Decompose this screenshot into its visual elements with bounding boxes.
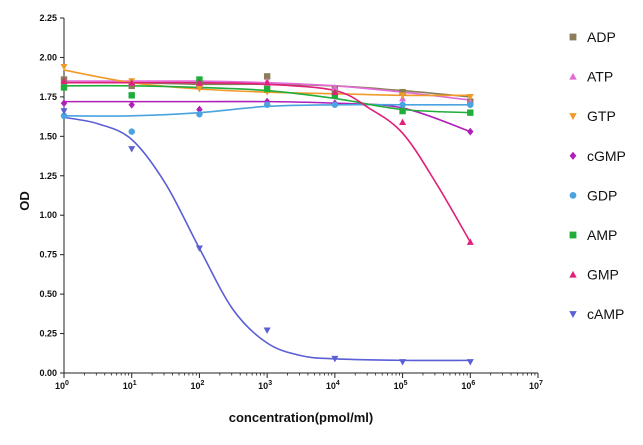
y-tick-label: 1.25 xyxy=(39,171,57,181)
legend-label-gdp: GDP xyxy=(587,187,617,203)
data-points-layer xyxy=(60,64,474,366)
data-point-adp xyxy=(128,82,135,90)
data-point-atp xyxy=(331,83,339,91)
y-tick-label: 0.75 xyxy=(39,250,57,260)
data-point-cgmp xyxy=(467,127,474,136)
x-tick-label: 104 xyxy=(326,380,340,391)
legend-label-adp: ADP xyxy=(587,29,616,45)
fit-curves-layer xyxy=(63,69,471,362)
data-point-amp xyxy=(467,109,474,116)
x-tick-label: 106 xyxy=(461,380,475,391)
data-point-gtp xyxy=(60,64,68,71)
x-tick-label: 103 xyxy=(258,380,272,391)
x-tick-label: 100 xyxy=(55,380,69,391)
y-tick-label: 1.50 xyxy=(39,131,57,141)
data-point-gdp xyxy=(60,112,68,120)
data-point-gmp xyxy=(263,79,271,86)
legend-marker-camp xyxy=(569,311,577,318)
data-point-camp xyxy=(466,359,474,366)
x-tick-label: 102 xyxy=(190,380,204,391)
x-axis-title: concentration(pmol/ml) xyxy=(229,410,373,425)
y-tick-label: 0.50 xyxy=(39,289,57,299)
legend-marker-gmp xyxy=(569,270,577,278)
legend-marker-amp xyxy=(569,231,577,239)
data-point-amp xyxy=(399,107,406,115)
data-point-gdp xyxy=(128,128,135,135)
data-point-amp xyxy=(60,84,68,91)
legend-label-amp: AMP xyxy=(587,227,617,243)
data-point-gdp xyxy=(399,101,406,108)
legend-marker-gdp xyxy=(569,192,577,199)
data-point-adp xyxy=(263,73,271,80)
legend-label-gmp: GMP xyxy=(587,267,619,283)
data-point-gtp xyxy=(399,92,407,99)
data-point-camp xyxy=(128,146,136,153)
legend-marker-atp xyxy=(569,72,577,80)
legend-label-gtp: GTP xyxy=(587,108,616,124)
legend-marker-adp xyxy=(569,33,577,41)
data-point-cgmp xyxy=(196,105,203,114)
y-axis-title: OD xyxy=(17,191,32,211)
legend-label-atp: ATP xyxy=(587,69,613,85)
x-tick-label: 101 xyxy=(123,380,137,391)
data-point-gmp xyxy=(60,77,68,84)
data-point-amp xyxy=(331,92,339,99)
legend: ADP ATP GTP cGMP GDP AMP GMP cAMP xyxy=(569,29,626,322)
axes-layer: 0.00 0.25 0.50 0.75 1.00 1.25 1.50 1.75 2.00 2.25… xyxy=(39,13,543,391)
legend-marker-gtp xyxy=(569,113,577,120)
y-tick-label: 1.00 xyxy=(39,210,57,220)
data-point-adp xyxy=(399,88,406,96)
data-point-gdp xyxy=(196,111,203,118)
data-point-amp xyxy=(263,85,271,93)
data-point-adp xyxy=(196,82,203,90)
data-point-gmp xyxy=(331,88,339,96)
data-point-gtp xyxy=(466,94,474,101)
y-tick-label: 2.25 xyxy=(39,13,57,23)
data-point-camp xyxy=(195,245,203,252)
y-tick-label: 0.00 xyxy=(39,368,57,378)
legend-label-camp: cAMP xyxy=(587,306,624,322)
y-tick-label: 2.00 xyxy=(39,52,57,62)
legend-marker-cgmp xyxy=(569,151,577,160)
data-point-cgmp xyxy=(60,99,68,108)
y-tick-label: 0.25 xyxy=(39,329,57,339)
fit-curve-camp xyxy=(63,116,471,362)
data-point-camp xyxy=(399,359,407,366)
data-point-amp xyxy=(128,92,135,99)
data-point-gtp xyxy=(195,86,203,93)
data-point-gmp xyxy=(399,118,407,126)
data-point-gmp xyxy=(195,79,203,86)
data-point-gmp xyxy=(466,238,474,245)
data-point-gdp xyxy=(331,101,339,108)
data-point-camp xyxy=(331,355,339,363)
data-point-camp xyxy=(263,327,271,334)
data-point-gmp xyxy=(128,79,136,86)
x-tick-label: 105 xyxy=(394,380,408,391)
data-point-camp xyxy=(60,108,68,115)
legend-label-cgmp: cGMP xyxy=(587,148,626,164)
x-tick-label: 107 xyxy=(529,380,543,391)
data-point-cgmp xyxy=(128,100,135,109)
data-point-gdp xyxy=(467,101,474,108)
y-tick-label: 1.75 xyxy=(39,92,57,102)
data-point-gdp xyxy=(263,101,271,108)
